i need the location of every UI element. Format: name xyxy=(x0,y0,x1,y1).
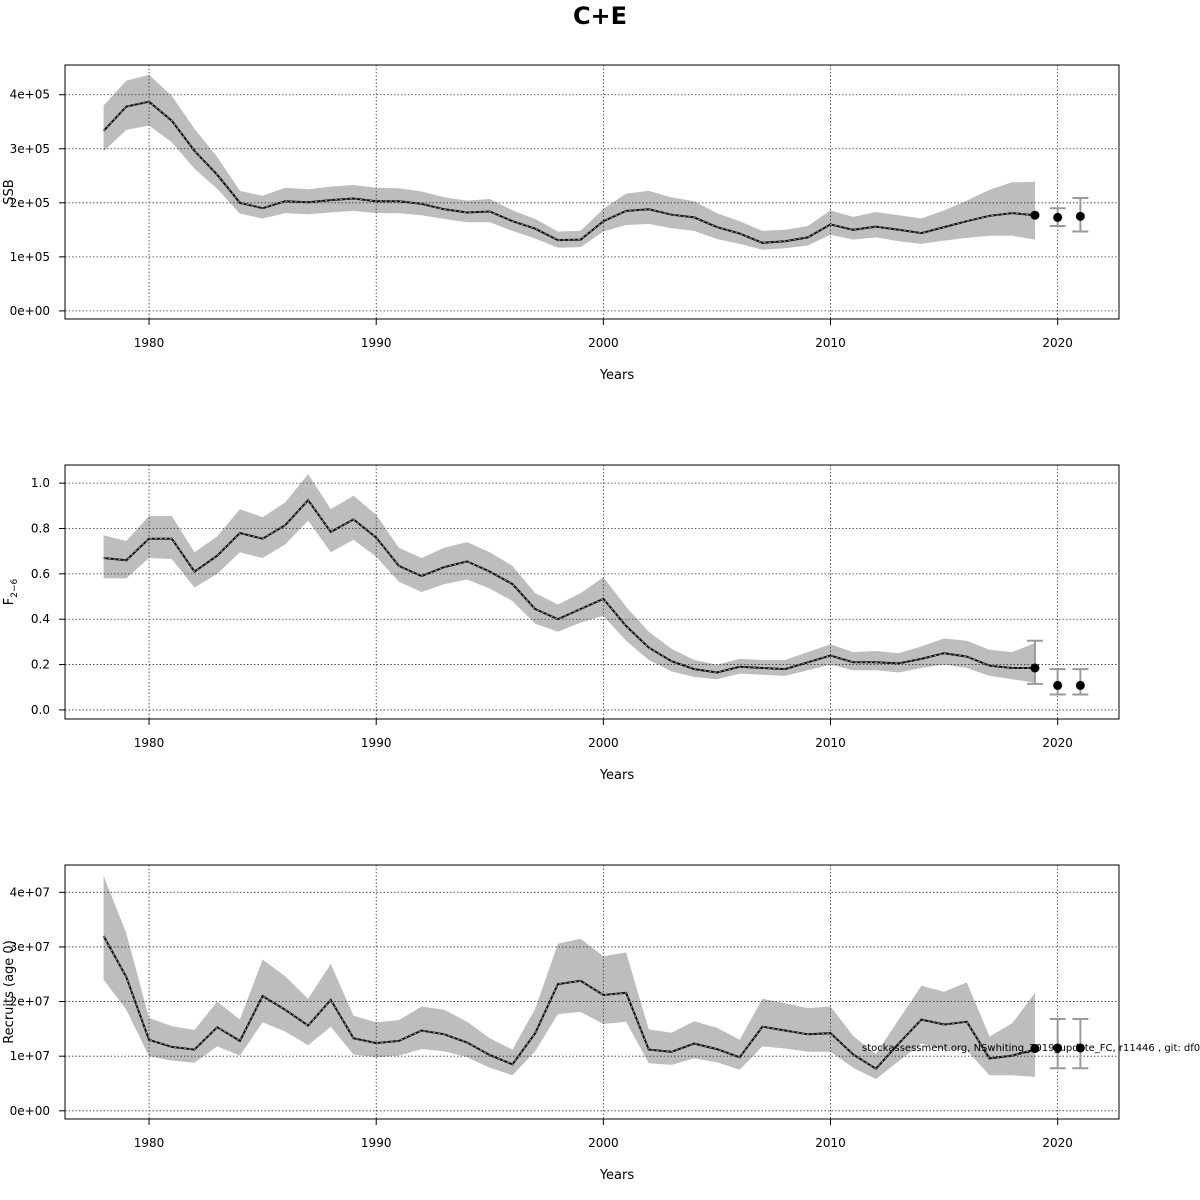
plot-frame xyxy=(64,864,1120,1120)
x-tick-label: 2020 xyxy=(1042,336,1073,350)
x-tick-label: 2010 xyxy=(815,336,846,350)
forecast-point xyxy=(1075,680,1085,690)
plot-frame xyxy=(64,464,1120,720)
x-tick-label: 2010 xyxy=(815,1136,846,1150)
forecast-point xyxy=(1075,211,1085,221)
y-tick-label: 0.4 xyxy=(31,612,50,626)
x-tick-label: 2000 xyxy=(588,736,619,750)
x-axis-label: Years xyxy=(599,768,635,783)
y-axis-label: SSB xyxy=(2,179,17,204)
panels: 1980 1990 2000 2010 2020 0e+00 1e+05 2e+05 3e+05… xyxy=(2,64,1120,1183)
panel-1: 1980 1990 2000 2010 2020 0e+00 1e+05 2e+05 3e+05… xyxy=(2,64,1120,383)
x-tick-label: 2020 xyxy=(1042,736,1073,750)
y-tick-label: 0e+00 xyxy=(10,1104,50,1118)
x-tick-label: 2000 xyxy=(588,1136,619,1150)
forecast-point xyxy=(1075,1043,1085,1053)
x-tick-label: 1990 xyxy=(361,736,392,750)
y-tick-label: 1e+07 xyxy=(10,1049,50,1063)
estimate-line-dash xyxy=(103,101,1036,244)
x-tick-label: 1980 xyxy=(134,736,165,750)
confidence-band xyxy=(103,875,1036,1080)
chart-title: C+E xyxy=(573,2,627,30)
y-tick-label: 2e+07 xyxy=(10,995,50,1009)
y-tick-label: 2e+05 xyxy=(10,196,50,210)
x-tick-label: 1980 xyxy=(134,1136,165,1150)
y-tick-label: 3e+05 xyxy=(10,142,50,156)
panel-3: 1980 1990 2000 2010 2020 0e+00 1e+07 2e+07 3e+07… xyxy=(2,864,1120,1183)
forecast-point xyxy=(1030,1044,1040,1054)
y-tick-label: 4e+07 xyxy=(10,885,50,899)
x-tick-label: 1980 xyxy=(134,336,165,350)
y-axis-label-subscript: 2−6 xyxy=(10,578,20,597)
x-tick-label: 1990 xyxy=(361,336,392,350)
y-tick-label: 0e+00 xyxy=(10,304,50,318)
y-tick-label: 4e+05 xyxy=(10,88,50,102)
panel-2: 1980 1990 2000 2010 2020 0.0 0.2 0.4 0.6 0.8 1.0 Ye… xyxy=(2,464,1120,783)
x-tick-label: 2000 xyxy=(588,336,619,350)
y-tick-label: 1e+05 xyxy=(10,250,50,264)
x-tick-label: 2010 xyxy=(815,736,846,750)
forecast-point xyxy=(1030,663,1040,673)
y-axis-label: Recruits (age 0) xyxy=(2,940,17,1044)
x-tick-label: 2020 xyxy=(1042,1136,1073,1150)
y-tick-label: 0.0 xyxy=(31,703,50,717)
confidence-band xyxy=(103,474,1036,683)
y-tick-label: 0.2 xyxy=(31,658,50,672)
y-tick-label: 1.0 xyxy=(31,476,50,490)
y-tick-label: 3e+07 xyxy=(10,940,50,954)
plot-frame xyxy=(64,64,1120,320)
x-axis-label: Years xyxy=(599,368,635,383)
forecast-point xyxy=(1053,212,1063,222)
estimate-line-dash xyxy=(103,499,1035,673)
forecast-point xyxy=(1053,680,1063,690)
y-tick-label: 0.6 xyxy=(31,567,50,581)
y-tick-label: 0.8 xyxy=(31,522,50,536)
confidence-band xyxy=(103,74,1036,250)
x-tick-label: 1990 xyxy=(361,1136,392,1150)
estimate-line-dash xyxy=(103,935,1036,1070)
x-axis-label: Years xyxy=(599,1168,635,1183)
y-axis-label: F2−6 xyxy=(2,578,20,605)
footnote: stockassessment.org, NSwhiting_2019_upda… xyxy=(862,1043,1200,1054)
forecast-point xyxy=(1053,1043,1063,1053)
forecast-point xyxy=(1030,210,1040,220)
